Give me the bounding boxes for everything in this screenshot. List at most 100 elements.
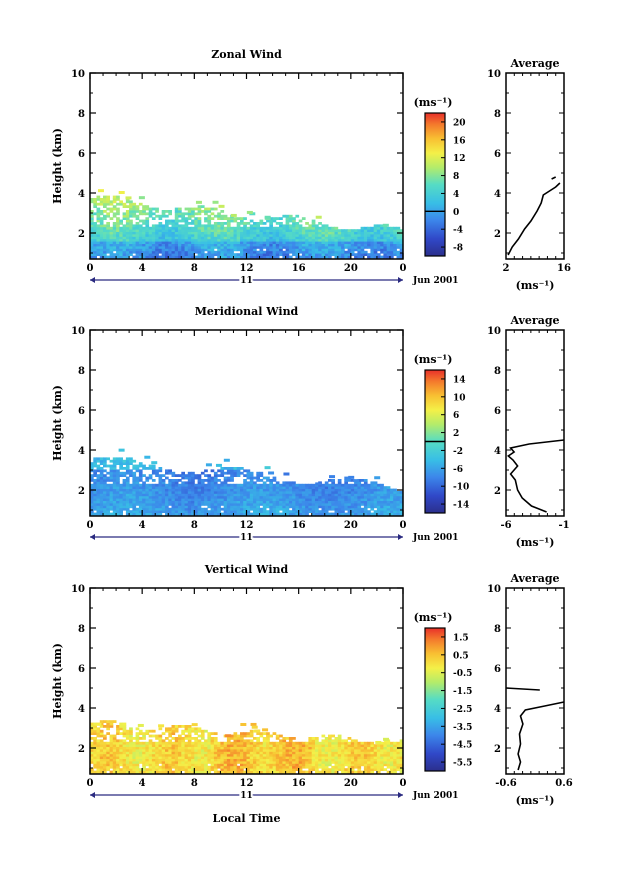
heatmap-cell — [337, 739, 342, 743]
heatmap-cell — [272, 732, 277, 735]
heatmap-cell — [334, 493, 339, 497]
heatmap-cell — [315, 229, 319, 232]
heatmap-cell — [288, 234, 293, 237]
heatmap-cell — [223, 476, 228, 480]
colorbar-unit: (ms⁻¹) — [414, 353, 453, 366]
heatmap-cell — [155, 231, 159, 235]
heatmap-cell — [194, 761, 198, 764]
heatmap-cell — [240, 495, 244, 499]
heatmap-cell — [347, 770, 352, 774]
heatmap-cell — [315, 248, 319, 252]
heatmap-cell — [132, 756, 137, 759]
heatmap-cell — [350, 768, 355, 771]
heatmap-cell — [383, 751, 388, 755]
heatmap-cell — [142, 756, 146, 759]
heatmap-cell — [350, 739, 355, 743]
heatmap-cell — [204, 729, 208, 733]
heatmap-cell — [112, 457, 117, 461]
heatmap-cell — [226, 512, 231, 516]
heatmap-cell — [344, 479, 348, 482]
heatmap-cell — [161, 474, 166, 477]
heatmap-cell — [331, 479, 335, 482]
heatmap-cell — [269, 765, 273, 769]
heatmap-cell — [138, 737, 143, 740]
heatmap-cell — [191, 212, 195, 216]
heatmap-cell — [256, 238, 260, 242]
heatmap-cell — [174, 486, 179, 489]
heatmap-cell — [363, 770, 368, 774]
heatmap-cell — [181, 753, 185, 757]
heatmap-cell — [135, 500, 140, 504]
heatmap-cell — [305, 253, 309, 256]
heatmap-cell — [266, 495, 270, 499]
heatmap-cell — [204, 512, 208, 516]
heatmap-cell — [103, 231, 107, 235]
heatmap-cell — [116, 761, 120, 764]
heatmap-cell — [262, 481, 267, 485]
heatmap-cell — [138, 758, 143, 762]
heatmap-cell — [187, 471, 192, 475]
heatmap-cell — [347, 231, 352, 235]
heatmap-cell — [106, 476, 110, 480]
heatmap-cell — [109, 234, 114, 237]
heatmap-cell — [341, 512, 345, 516]
heatmap-cell — [288, 737, 293, 740]
heatmap-cell — [207, 739, 212, 743]
heatmap-cell — [145, 507, 150, 511]
heatmap-cell — [357, 770, 362, 774]
heatmap-cell — [328, 493, 332, 497]
heatmap-cell — [200, 765, 205, 769]
heatmap-cell — [191, 746, 195, 750]
heatmap-cell — [363, 253, 368, 256]
heatmap-cell — [191, 222, 195, 225]
heatmap-cell — [207, 768, 212, 771]
heatmap-cell — [243, 749, 247, 752]
heatmap-cell — [191, 729, 195, 733]
heatmap-cell — [197, 246, 202, 249]
heatmap-cell — [99, 500, 104, 504]
heatmap-cell — [187, 248, 192, 252]
heatmap-cell — [376, 753, 381, 757]
heatmap-cell — [373, 744, 378, 747]
heatmap-cell — [148, 770, 153, 774]
heatmap-cell — [158, 761, 163, 764]
heatmap-cell — [223, 241, 228, 244]
heatmap-cell — [357, 756, 362, 759]
heatmap-cell — [334, 241, 339, 244]
heatmap-cell — [158, 250, 163, 254]
heatmap-cell — [119, 231, 123, 235]
heatmap-cell — [200, 205, 205, 208]
heatmap-cell — [171, 229, 176, 232]
heatmap-cell — [236, 737, 241, 740]
heatmap-cell — [184, 476, 189, 480]
heatmap-cell — [383, 744, 388, 747]
heatmap-cell — [253, 761, 257, 764]
heatmap-cell — [158, 770, 163, 774]
heatmap-cell — [341, 493, 345, 497]
heatmap-cell — [161, 758, 166, 762]
heatmap-cell — [341, 229, 345, 232]
heatmap-cell — [116, 253, 120, 256]
heatmap-cell — [210, 756, 215, 759]
heatmap-cell — [262, 498, 267, 501]
heatmap-cell — [386, 503, 391, 506]
heatmap-cell — [246, 734, 251, 738]
heatmap-cell — [200, 495, 205, 499]
heatmap-cell — [142, 464, 146, 468]
heatmap-cell — [168, 768, 172, 771]
heatmap-cell — [305, 500, 309, 504]
heatmap-cell — [230, 471, 234, 475]
heatmap-cell — [311, 219, 316, 223]
heatmap-cell — [390, 493, 394, 497]
heatmap-cell — [96, 512, 101, 516]
heatmap-cell — [174, 231, 179, 235]
heatmap-cell — [383, 246, 388, 249]
heatmap-cell — [308, 253, 313, 256]
heatmap-cell — [93, 727, 97, 731]
heatmap-cell — [112, 768, 117, 771]
heatmap-cell — [178, 734, 182, 738]
heatmap-cell — [106, 505, 110, 509]
heatmap-cell — [103, 765, 107, 769]
heatmap-cell — [282, 765, 287, 769]
heatmap-cell — [253, 763, 257, 767]
